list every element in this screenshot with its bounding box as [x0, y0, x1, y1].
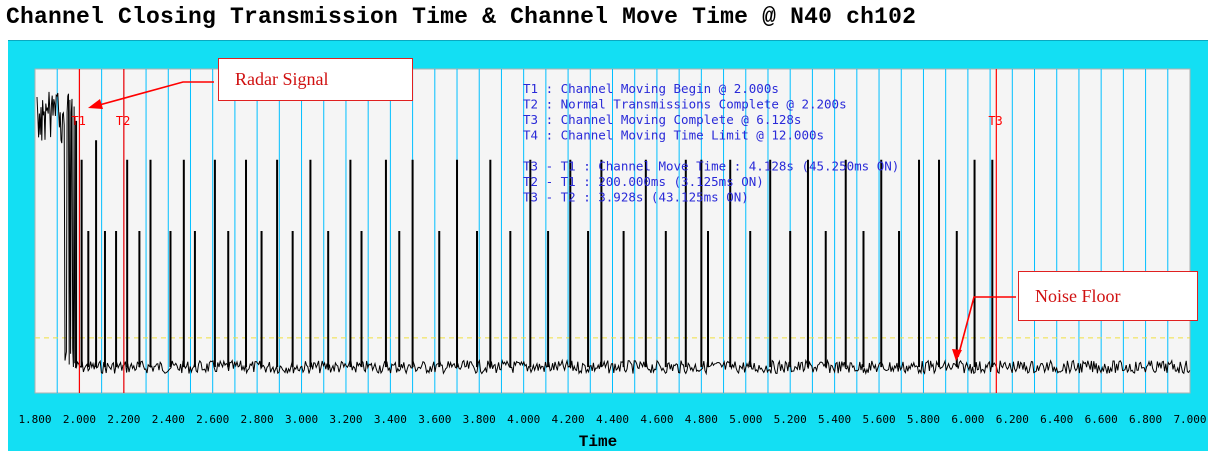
marker-t3-label: T3 [988, 114, 1002, 128]
radar-signal-callout: Radar Signal [218, 58, 413, 101]
x-tick-label: 4.600 [640, 413, 673, 426]
x-tick-label: 4.400 [596, 413, 629, 426]
x-tick-label: 4.800 [685, 413, 718, 426]
x-tick-label: 5.800 [907, 413, 940, 426]
x-tick-label: 4.200 [552, 413, 585, 426]
info-line: T1 : Channel Moving Begin @ 2.000s [523, 81, 779, 96]
x-axis-label: Time [579, 433, 617, 451]
x-tick-label: 5.000 [729, 413, 762, 426]
x-tick-label: 3.200 [329, 413, 362, 426]
info-line: T3 - T1 : Channel Move Time : 4.128s (45… [523, 159, 899, 174]
info-line: T2 : Normal Transmissions Complete @ 2.2… [523, 97, 847, 112]
radar-arrow-line [91, 81, 214, 108]
x-tick-label: 6.600 [1085, 413, 1118, 426]
x-tick-label: 2.400 [152, 413, 185, 426]
x-tick-label: 2.000 [63, 413, 96, 426]
x-tick-label: 5.600 [862, 413, 895, 426]
chart-title: Channel Closing Transmission Time & Chan… [6, 4, 917, 30]
x-tick-label: 3.400 [374, 413, 407, 426]
radar-burst [36, 91, 76, 368]
info-line: T2 - T1 : 200.000ms (3.125ms ON) [523, 174, 764, 189]
x-tick-label: 6.000 [951, 413, 984, 426]
x-tick-label: 5.400 [818, 413, 851, 426]
x-tick-label: 6.800 [1129, 413, 1162, 426]
x-tick-label: 2.800 [241, 413, 274, 426]
annotation-arrows [88, 81, 1016, 361]
noise-floor-callout: Noise Floor [1018, 271, 1198, 321]
chart-svg: T1 T2 T3 T1 : Channel Moving Begin @ 2.000… [18, 68, 1207, 451]
x-tick-label: 7.000 [1173, 413, 1206, 426]
info-line: T4 : Channel Moving Time Limit @ 12.000s [523, 128, 824, 143]
x-tick-label: 4.000 [507, 413, 540, 426]
radar-arrow-head [88, 99, 103, 109]
x-tick-label: 2.600 [196, 413, 229, 426]
noise-arrow-line [957, 296, 1016, 358]
x-tick-label: 6.400 [1040, 413, 1073, 426]
x-tick-label: 5.200 [774, 413, 807, 426]
x-tick-label: 2.200 [107, 413, 140, 426]
chart-panel: T1 T2 T3 T1 : Channel Moving Begin @ 2.000… [8, 40, 1208, 451]
noise-floor-trace [74, 358, 1191, 376]
info-line: T3 - T2 : 3.928s (43.125ms ON) [523, 190, 749, 205]
x-tick-labels: 1.800 2.000 2.200 2.400 2.600 2.800 3.000 3.200… [18, 413, 1206, 426]
noise-arrow-head [952, 349, 962, 361]
radar-burst-trace [36, 91, 76, 368]
x-tick-label: 1.800 [18, 413, 51, 426]
info-line: T3 : Channel Moving Complete @ 6.128s [523, 112, 801, 127]
marker-t2-label: T2 [116, 114, 130, 128]
x-tick-label: 3.600 [418, 413, 451, 426]
noise-trace [74, 358, 1191, 376]
x-tick-label: 6.200 [996, 413, 1029, 426]
x-tick-label: 3.800 [463, 413, 496, 426]
pulse-series [75, 120, 994, 368]
time-markers: T1 T2 T3 [71, 69, 1003, 393]
marker-t1-label: T1 [71, 114, 85, 128]
x-tick-label: 3.000 [285, 413, 318, 426]
